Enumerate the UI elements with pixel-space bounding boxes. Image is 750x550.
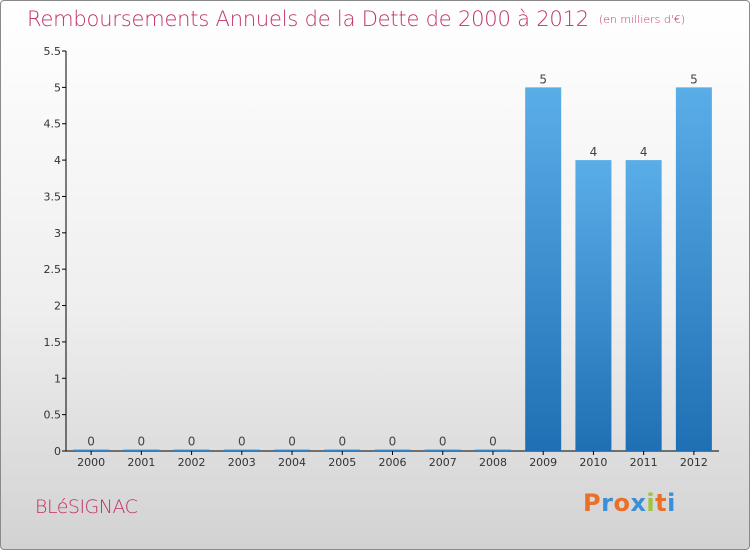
- data-label: 0: [188, 435, 196, 449]
- x-tick-label: 2000: [77, 456, 105, 469]
- x-tick-label: 2002: [178, 456, 206, 469]
- y-tick-label: 1: [54, 372, 61, 385]
- data-label: 0: [338, 435, 346, 449]
- x-tick-label: 2001: [127, 456, 155, 469]
- y-tick-label: 2: [54, 300, 61, 313]
- bar: [274, 449, 311, 451]
- town-name: BLéSIGNAC: [35, 496, 138, 518]
- y-tick-label: 0.5: [44, 409, 62, 422]
- x-tick-label: 2009: [529, 456, 557, 469]
- y-tick-label: 3: [54, 227, 61, 240]
- y-tick-label: 5.5: [44, 45, 62, 58]
- x-tick-label: 2003: [228, 456, 256, 469]
- y-tick-label: 5: [54, 81, 61, 94]
- data-label: 0: [138, 435, 146, 449]
- bar: [324, 449, 361, 451]
- data-label: 0: [288, 435, 296, 449]
- logo-letter: i: [646, 489, 656, 517]
- logo-letter: x: [630, 489, 647, 517]
- unit-note: (en milliers d'€): [598, 13, 686, 26]
- y-tick-label: 0: [54, 445, 61, 458]
- x-tick-label: 2012: [680, 456, 708, 469]
- logo-letter: r: [601, 489, 614, 517]
- bar: [625, 160, 662, 451]
- x-tick-label: 2005: [328, 456, 356, 469]
- data-label: 5: [539, 72, 547, 86]
- data-label: 4: [590, 145, 598, 159]
- bar: [223, 449, 260, 451]
- logo-letter: o: [613, 489, 631, 517]
- bar: [474, 449, 511, 451]
- logo-letter: P: [583, 489, 602, 517]
- bar: [73, 449, 110, 451]
- bar: [424, 449, 461, 451]
- proxiti-logo: Proxiti: [583, 489, 676, 517]
- x-tick-label: 2007: [429, 456, 457, 469]
- y-tick-label: 1.5: [44, 336, 62, 349]
- data-label: 4: [640, 145, 648, 159]
- bar: [575, 160, 612, 451]
- chart-title: Remboursements Annuels de la Dette de 20…: [27, 7, 685, 31]
- data-label: 0: [489, 435, 497, 449]
- y-tick-label: 3.5: [44, 190, 62, 203]
- logo-letter: t: [655, 489, 668, 517]
- x-tick-label: 2004: [278, 456, 306, 469]
- x-tick-label: 2011: [630, 456, 658, 469]
- x-tick-label: 2010: [579, 456, 607, 469]
- data-label: 5: [690, 72, 698, 86]
- bar: [675, 87, 712, 451]
- y-tick-label: 4: [54, 154, 61, 167]
- bar: [173, 449, 210, 451]
- y-tick-label: 4.5: [44, 118, 62, 131]
- data-label: 0: [87, 435, 95, 449]
- data-label: 0: [389, 435, 397, 449]
- data-label: 0: [238, 435, 246, 449]
- bar: [525, 87, 562, 451]
- x-tick-label: 2008: [479, 456, 507, 469]
- x-tick-label: 2006: [379, 456, 407, 469]
- logo-letter: i: [667, 489, 676, 517]
- chart-title-text: Remboursements Annuels de la Dette de 20…: [27, 7, 589, 31]
- data-label: 0: [439, 435, 447, 449]
- bar: [374, 449, 411, 451]
- y-tick-label: 2.5: [44, 263, 62, 276]
- bar: [123, 449, 160, 451]
